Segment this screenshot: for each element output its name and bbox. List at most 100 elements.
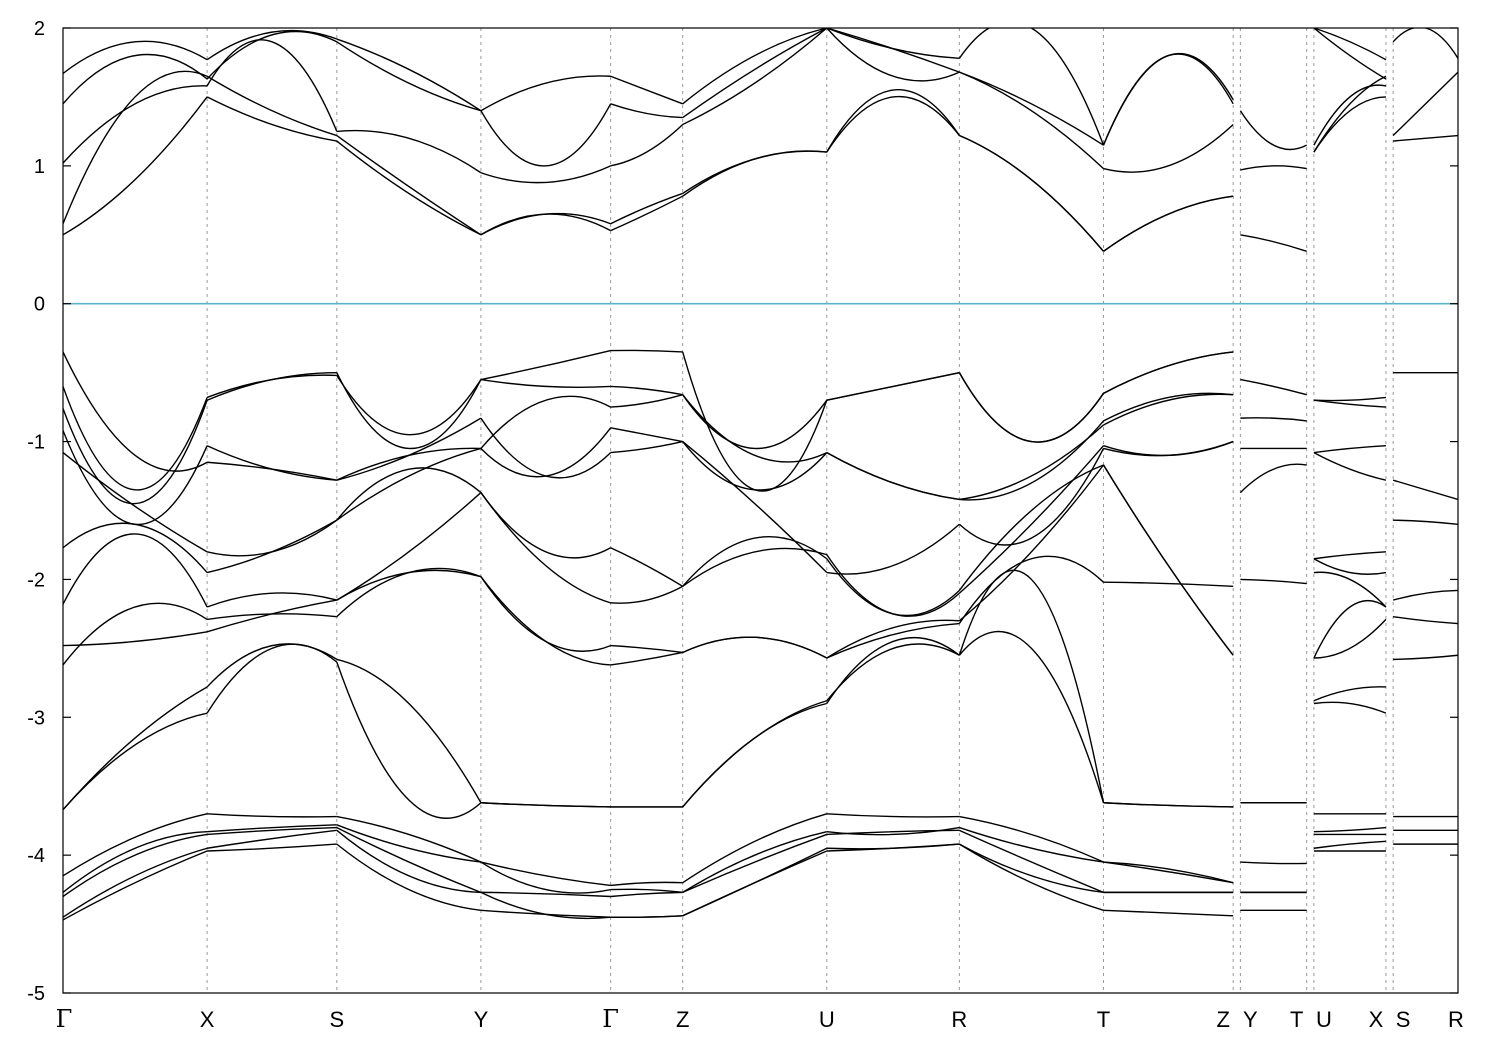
- band-line: [1313, 445, 1386, 454]
- band-line: [206, 39, 338, 132]
- band-line: [1313, 28, 1387, 61]
- band-line: [63, 85, 208, 164]
- y-tick-label: -1: [27, 432, 45, 454]
- band-line: [63, 686, 208, 811]
- band-line: [1313, 96, 1386, 153]
- band-line: [959, 843, 1104, 894]
- band-line: [206, 374, 337, 399]
- band-line: [206, 519, 338, 557]
- band-line: [480, 576, 611, 666]
- band-line: [959, 420, 1105, 501]
- band-line: [1240, 861, 1307, 865]
- band-line: [959, 829, 1104, 894]
- band-line: [610, 349, 683, 353]
- band-line: [207, 461, 337, 481]
- band-line: [826, 523, 960, 575]
- band-line: [1103, 393, 1234, 426]
- band-line: [1313, 618, 1387, 659]
- band-line: [610, 915, 683, 919]
- band-line: [480, 417, 612, 479]
- band-line: [1393, 134, 1458, 142]
- band-line: [1313, 701, 1387, 714]
- band-line: [63, 70, 208, 225]
- band-line: [207, 824, 337, 833]
- band-line: [206, 445, 337, 481]
- band-line: [63, 631, 208, 647]
- plot-frame: [62, 27, 1459, 994]
- band-line: [206, 519, 338, 574]
- band-line: [480, 395, 611, 449]
- band-line: [682, 351, 828, 492]
- kpoint-label: T: [1097, 1007, 1110, 1032]
- band-line: [826, 95, 960, 153]
- band-line: [1313, 451, 1387, 481]
- band-line: [959, 134, 1105, 252]
- band-line: [63, 452, 208, 553]
- band-line: [63, 602, 208, 666]
- band-line: [958, 372, 1105, 443]
- band-line: [826, 622, 960, 659]
- band-line: [826, 843, 960, 850]
- band-line: [336, 140, 482, 236]
- band-line: [826, 826, 960, 836]
- band-line: [682, 394, 828, 463]
- gridlines: [206, 28, 1394, 993]
- band-line: [1102, 53, 1234, 146]
- band-line: [1313, 399, 1386, 408]
- band-line: [63, 53, 208, 105]
- band-line: [610, 651, 683, 666]
- band-line: [958, 464, 1105, 622]
- band-line: [959, 843, 1104, 911]
- band-line: [207, 829, 337, 849]
- y-tick-label: -4: [27, 845, 45, 867]
- band-line: [1240, 165, 1307, 171]
- band-line: [480, 492, 611, 559]
- band-line: [336, 38, 482, 112]
- band-line: [682, 150, 827, 197]
- kpoint-label: X: [1369, 1007, 1384, 1032]
- band-line: [959, 815, 1104, 863]
- band-line: [336, 567, 482, 618]
- band-line: [1392, 589, 1458, 601]
- band-line: [63, 533, 208, 608]
- band-line: [1103, 581, 1234, 588]
- band-line: [63, 833, 208, 898]
- band-line: [826, 643, 960, 702]
- band-line: [480, 212, 611, 236]
- kpoint-label: S: [329, 1007, 344, 1032]
- band-line: [682, 700, 827, 808]
- band-line: [610, 888, 683, 894]
- band-line: [480, 891, 611, 898]
- band-line: [1313, 599, 1387, 659]
- band-line: [1103, 123, 1234, 173]
- band-line: [63, 351, 208, 472]
- band-line: [63, 813, 208, 877]
- band-line: [1239, 463, 1307, 494]
- band-line: [63, 399, 208, 505]
- band-line: [336, 41, 482, 112]
- band-line: [610, 585, 684, 604]
- kpoint-label: R: [951, 1007, 967, 1032]
- kpoint-label: S: [1396, 1007, 1411, 1032]
- band-line: [1392, 71, 1458, 137]
- band-line: [682, 636, 828, 659]
- y-tick-label: -3: [27, 707, 45, 729]
- band-line: [63, 40, 208, 75]
- kpoint-label: X: [200, 1007, 215, 1032]
- band-line: [336, 129, 482, 174]
- band-line: [610, 440, 683, 454]
- y-tick-label: 1: [34, 156, 45, 178]
- band-line: [682, 536, 828, 587]
- band-line: [1239, 110, 1308, 151]
- band-line: [1313, 551, 1386, 560]
- band-line: [958, 464, 1104, 591]
- band-line: [682, 441, 828, 574]
- band-line: [336, 467, 482, 521]
- band-line: [958, 630, 1105, 803]
- band-line: [826, 813, 960, 818]
- band-line: [826, 558, 960, 617]
- band-line: [63, 831, 208, 893]
- band-line: [480, 427, 612, 478]
- band-line: [1102, 464, 1234, 656]
- band-line: [336, 372, 482, 450]
